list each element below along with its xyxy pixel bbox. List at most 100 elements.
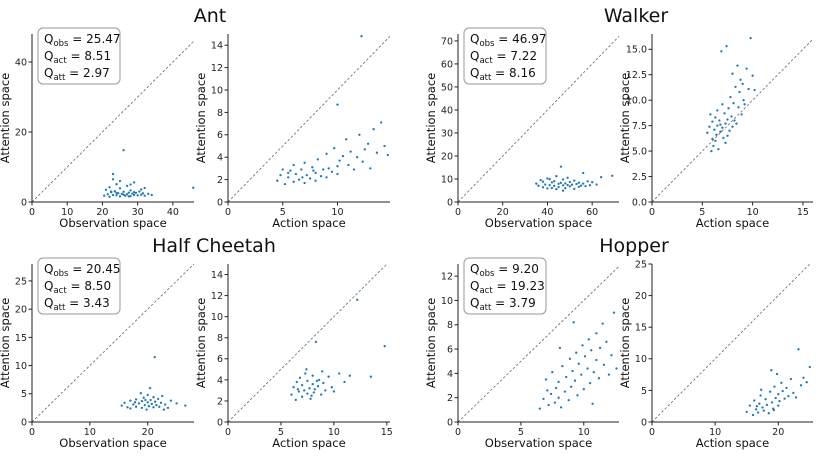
data-point <box>132 181 136 184</box>
data-point <box>781 389 784 393</box>
data-point <box>106 193 109 196</box>
q-att-value: Qatt = 8.16 <box>470 66 536 83</box>
data-point <box>548 184 551 187</box>
data-point <box>298 376 302 379</box>
data-point <box>577 362 580 365</box>
data-point <box>349 150 352 153</box>
data-point <box>140 406 144 410</box>
data-point <box>316 158 319 161</box>
data-point <box>582 182 585 185</box>
x-axis-label: Observation space <box>485 216 592 230</box>
data-point <box>753 399 756 402</box>
q-act-value: Qact = 8.51 <box>44 49 111 66</box>
data-point <box>610 354 613 357</box>
data-point <box>601 322 604 325</box>
data-point <box>184 404 187 407</box>
x-tick-label: 5 <box>280 207 286 218</box>
data-point <box>728 129 731 132</box>
data-point <box>539 178 542 182</box>
data-point <box>137 402 141 405</box>
data-point <box>336 165 339 168</box>
panel-action: 0 5 10 15 0 2 4 6 8 10 12 14 Action space Attention s… <box>194 263 393 450</box>
data-point <box>375 151 379 154</box>
data-point <box>143 194 146 197</box>
data-point <box>125 193 129 196</box>
data-point <box>330 386 333 389</box>
y-tick-label: 12 <box>211 63 223 74</box>
data-point <box>332 390 336 393</box>
data-point <box>356 298 359 301</box>
data-point <box>583 355 587 358</box>
data-point <box>314 171 317 175</box>
data-point <box>550 181 554 184</box>
data-point <box>743 103 746 106</box>
data-point <box>289 169 292 172</box>
data-point <box>283 182 287 186</box>
data-point <box>718 119 721 122</box>
data-point <box>581 344 584 347</box>
data-point <box>559 181 563 185</box>
data-point <box>755 405 758 408</box>
y-tick-label: 10 <box>211 312 223 323</box>
y-tick-label: 14 <box>211 41 223 52</box>
data-point <box>755 408 758 411</box>
data-point <box>366 142 370 145</box>
data-point <box>306 392 309 395</box>
data-point <box>751 413 755 417</box>
data-point <box>605 340 608 343</box>
data-point <box>591 402 594 405</box>
x-tick-label: 0 <box>29 207 35 218</box>
x-tick-label: 5 <box>699 207 705 218</box>
data-point <box>348 374 351 377</box>
data-point <box>711 137 714 141</box>
data-point <box>103 194 106 197</box>
data-point <box>546 187 549 190</box>
data-point <box>308 177 312 180</box>
data-point <box>710 149 713 153</box>
x-tick-label: 0 <box>225 427 231 438</box>
y-tick-label: 20 <box>15 127 27 138</box>
data-point <box>129 407 132 410</box>
data-point <box>345 138 348 141</box>
x-tick-label: 10 <box>84 427 96 438</box>
data-point <box>576 394 579 397</box>
x-tick-label: 10 <box>709 427 721 438</box>
data-point <box>150 402 153 406</box>
data-point <box>149 398 152 402</box>
data-point <box>147 405 151 408</box>
data-point <box>751 74 754 77</box>
data-point <box>104 188 108 191</box>
x-tick-label: 5 <box>278 427 284 438</box>
y-axis-label: Attention space <box>424 298 438 388</box>
data-point <box>721 103 724 106</box>
data-point <box>535 182 538 185</box>
data-point <box>783 397 786 400</box>
data-point <box>290 393 293 396</box>
data-point <box>595 332 598 335</box>
y-tick-label: 12.5 <box>626 70 647 81</box>
data-point <box>166 406 170 410</box>
data-point <box>113 190 116 193</box>
data-point <box>747 87 750 91</box>
data-point <box>118 195 122 198</box>
data-point <box>140 188 143 191</box>
data-point <box>330 170 334 173</box>
q-att-value: Qatt = 3.79 <box>470 296 536 313</box>
y-tick-label: 4 <box>217 375 223 386</box>
data-point <box>573 179 576 182</box>
q-obs-value: Qobs = 46.97 <box>470 32 547 49</box>
data-point <box>709 113 712 116</box>
data-point <box>777 393 780 396</box>
data-point <box>319 175 323 178</box>
y-tick-label: 70 <box>441 36 453 47</box>
diagonal-line <box>651 263 811 423</box>
data-point <box>306 379 309 383</box>
data-point <box>780 381 783 384</box>
data-point <box>711 120 714 123</box>
data-point <box>300 395 304 398</box>
data-point <box>720 50 723 53</box>
data-point <box>140 193 143 196</box>
data-point <box>159 401 163 404</box>
data-point <box>544 378 548 381</box>
